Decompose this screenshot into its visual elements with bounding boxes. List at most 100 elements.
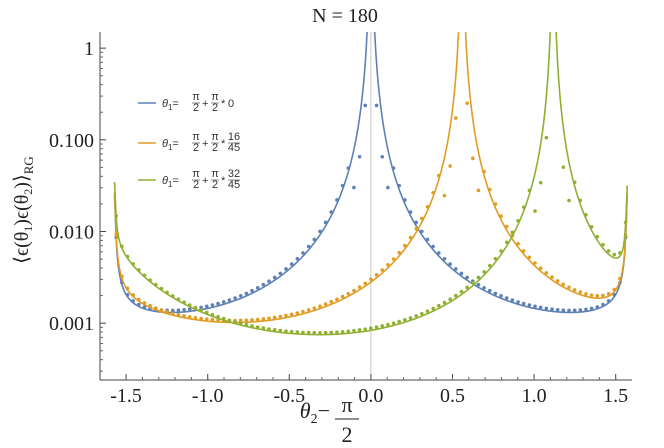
legend-item-series-2: θ1= π 2 + π 2 * 32 45 bbox=[138, 168, 240, 191]
series-0-point bbox=[352, 185, 356, 190]
series-2-point bbox=[414, 314, 418, 318]
series-1-point bbox=[386, 262, 390, 267]
svg-text:θ2−: θ2− bbox=[300, 398, 330, 427]
svg-text:π: π bbox=[192, 91, 200, 103]
series-2-point bbox=[170, 294, 175, 298]
series-0-point bbox=[431, 244, 435, 249]
series-1-point bbox=[442, 193, 447, 198]
x-axis-title: θ2− π 2 bbox=[300, 392, 359, 447]
series-1-point bbox=[352, 288, 356, 293]
series-1-point bbox=[289, 312, 294, 317]
series-0-point bbox=[346, 166, 351, 170]
svg-text:32: 32 bbox=[228, 168, 240, 180]
svg-text:+: + bbox=[202, 98, 208, 110]
svg-text:45: 45 bbox=[228, 179, 240, 191]
series-1-point bbox=[550, 275, 554, 279]
series-2-point bbox=[584, 213, 588, 217]
series-0-point bbox=[216, 301, 220, 306]
series-0-point bbox=[295, 256, 300, 261]
series-2-point bbox=[561, 165, 566, 169]
series-2-point bbox=[408, 316, 413, 320]
series-0-point bbox=[238, 294, 243, 298]
series-1-point bbox=[323, 302, 328, 306]
series-2-point bbox=[454, 293, 458, 298]
series-2-point bbox=[572, 180, 577, 185]
series-1-point bbox=[272, 315, 277, 320]
series-0-point bbox=[250, 288, 254, 293]
x-tick-label: -1.0 bbox=[192, 385, 224, 407]
series-0-point bbox=[170, 308, 175, 313]
series-1-line-right bbox=[464, 32, 629, 299]
series-0-point bbox=[312, 237, 317, 242]
series-1-point bbox=[516, 241, 520, 246]
series-0-point bbox=[187, 307, 192, 312]
series-0-point bbox=[227, 298, 232, 302]
series-1-point bbox=[193, 316, 198, 320]
series-0-point bbox=[403, 198, 407, 202]
series-1-point bbox=[431, 190, 435, 195]
series-2-point bbox=[131, 262, 135, 266]
series-0-point bbox=[335, 198, 339, 202]
series-2-point bbox=[199, 308, 203, 312]
series-0-point bbox=[340, 183, 345, 188]
series-0-point bbox=[601, 302, 605, 307]
series-0-point bbox=[504, 296, 509, 300]
series-1-point bbox=[504, 224, 509, 229]
y-tick-label: 0.001 bbox=[49, 313, 94, 335]
svg-text:2: 2 bbox=[212, 102, 218, 114]
chart-title: N = 180 bbox=[312, 5, 378, 27]
svg-text:π: π bbox=[211, 91, 219, 103]
series-0-point bbox=[374, 103, 379, 108]
series-0-line-right bbox=[373, 32, 629, 314]
svg-text:+: + bbox=[202, 175, 208, 187]
legend-label-2: θ1= bbox=[162, 175, 179, 189]
series-2-point bbox=[176, 297, 181, 301]
series-2-point bbox=[261, 326, 266, 330]
series-2-point bbox=[267, 327, 271, 331]
series-2-point bbox=[380, 324, 385, 328]
series-1-point bbox=[301, 309, 305, 314]
series-1-point bbox=[454, 116, 458, 120]
series-2-line-left bbox=[113, 32, 551, 336]
series-2-point bbox=[403, 318, 407, 322]
series-2-point bbox=[623, 220, 628, 225]
series-1-point bbox=[555, 279, 560, 283]
series-0-point bbox=[244, 291, 249, 296]
series-0-point bbox=[425, 237, 430, 242]
series-1-point bbox=[159, 308, 164, 312]
series-2-point bbox=[510, 230, 515, 235]
series-2-point bbox=[318, 330, 322, 335]
series-2-point bbox=[137, 268, 141, 272]
series-1-point bbox=[176, 312, 181, 317]
series-2-point bbox=[499, 249, 503, 253]
series-2-point bbox=[589, 225, 594, 229]
series-0-point bbox=[125, 293, 130, 297]
series-1-point bbox=[148, 303, 152, 308]
series-2-point bbox=[154, 282, 158, 287]
series-1-point bbox=[199, 316, 203, 321]
series-2-point bbox=[386, 322, 390, 327]
series-1-point bbox=[142, 301, 147, 305]
series-layer bbox=[113, 32, 629, 336]
series-1-point bbox=[601, 293, 605, 298]
series-1-point bbox=[154, 306, 158, 310]
svg-text:2: 2 bbox=[212, 142, 218, 154]
series-0-point bbox=[595, 305, 600, 309]
series-0-point bbox=[544, 306, 549, 311]
series-2-point bbox=[482, 270, 486, 274]
series-2-point bbox=[120, 244, 124, 249]
series-2-point bbox=[493, 256, 498, 261]
series-0-point bbox=[589, 306, 594, 311]
series-1-point bbox=[250, 318, 254, 322]
y-tick-label: 0.010 bbox=[49, 222, 94, 244]
series-1-point bbox=[420, 216, 424, 221]
series-2-point bbox=[465, 285, 469, 290]
series-0-point bbox=[555, 307, 560, 312]
series-2-point bbox=[148, 278, 152, 282]
series-2-point bbox=[272, 328, 277, 332]
series-1-point bbox=[210, 317, 215, 322]
series-1-point bbox=[612, 287, 617, 292]
series-2-point bbox=[142, 273, 147, 278]
series-2-point bbox=[612, 252, 617, 257]
series-2-point bbox=[476, 275, 481, 280]
